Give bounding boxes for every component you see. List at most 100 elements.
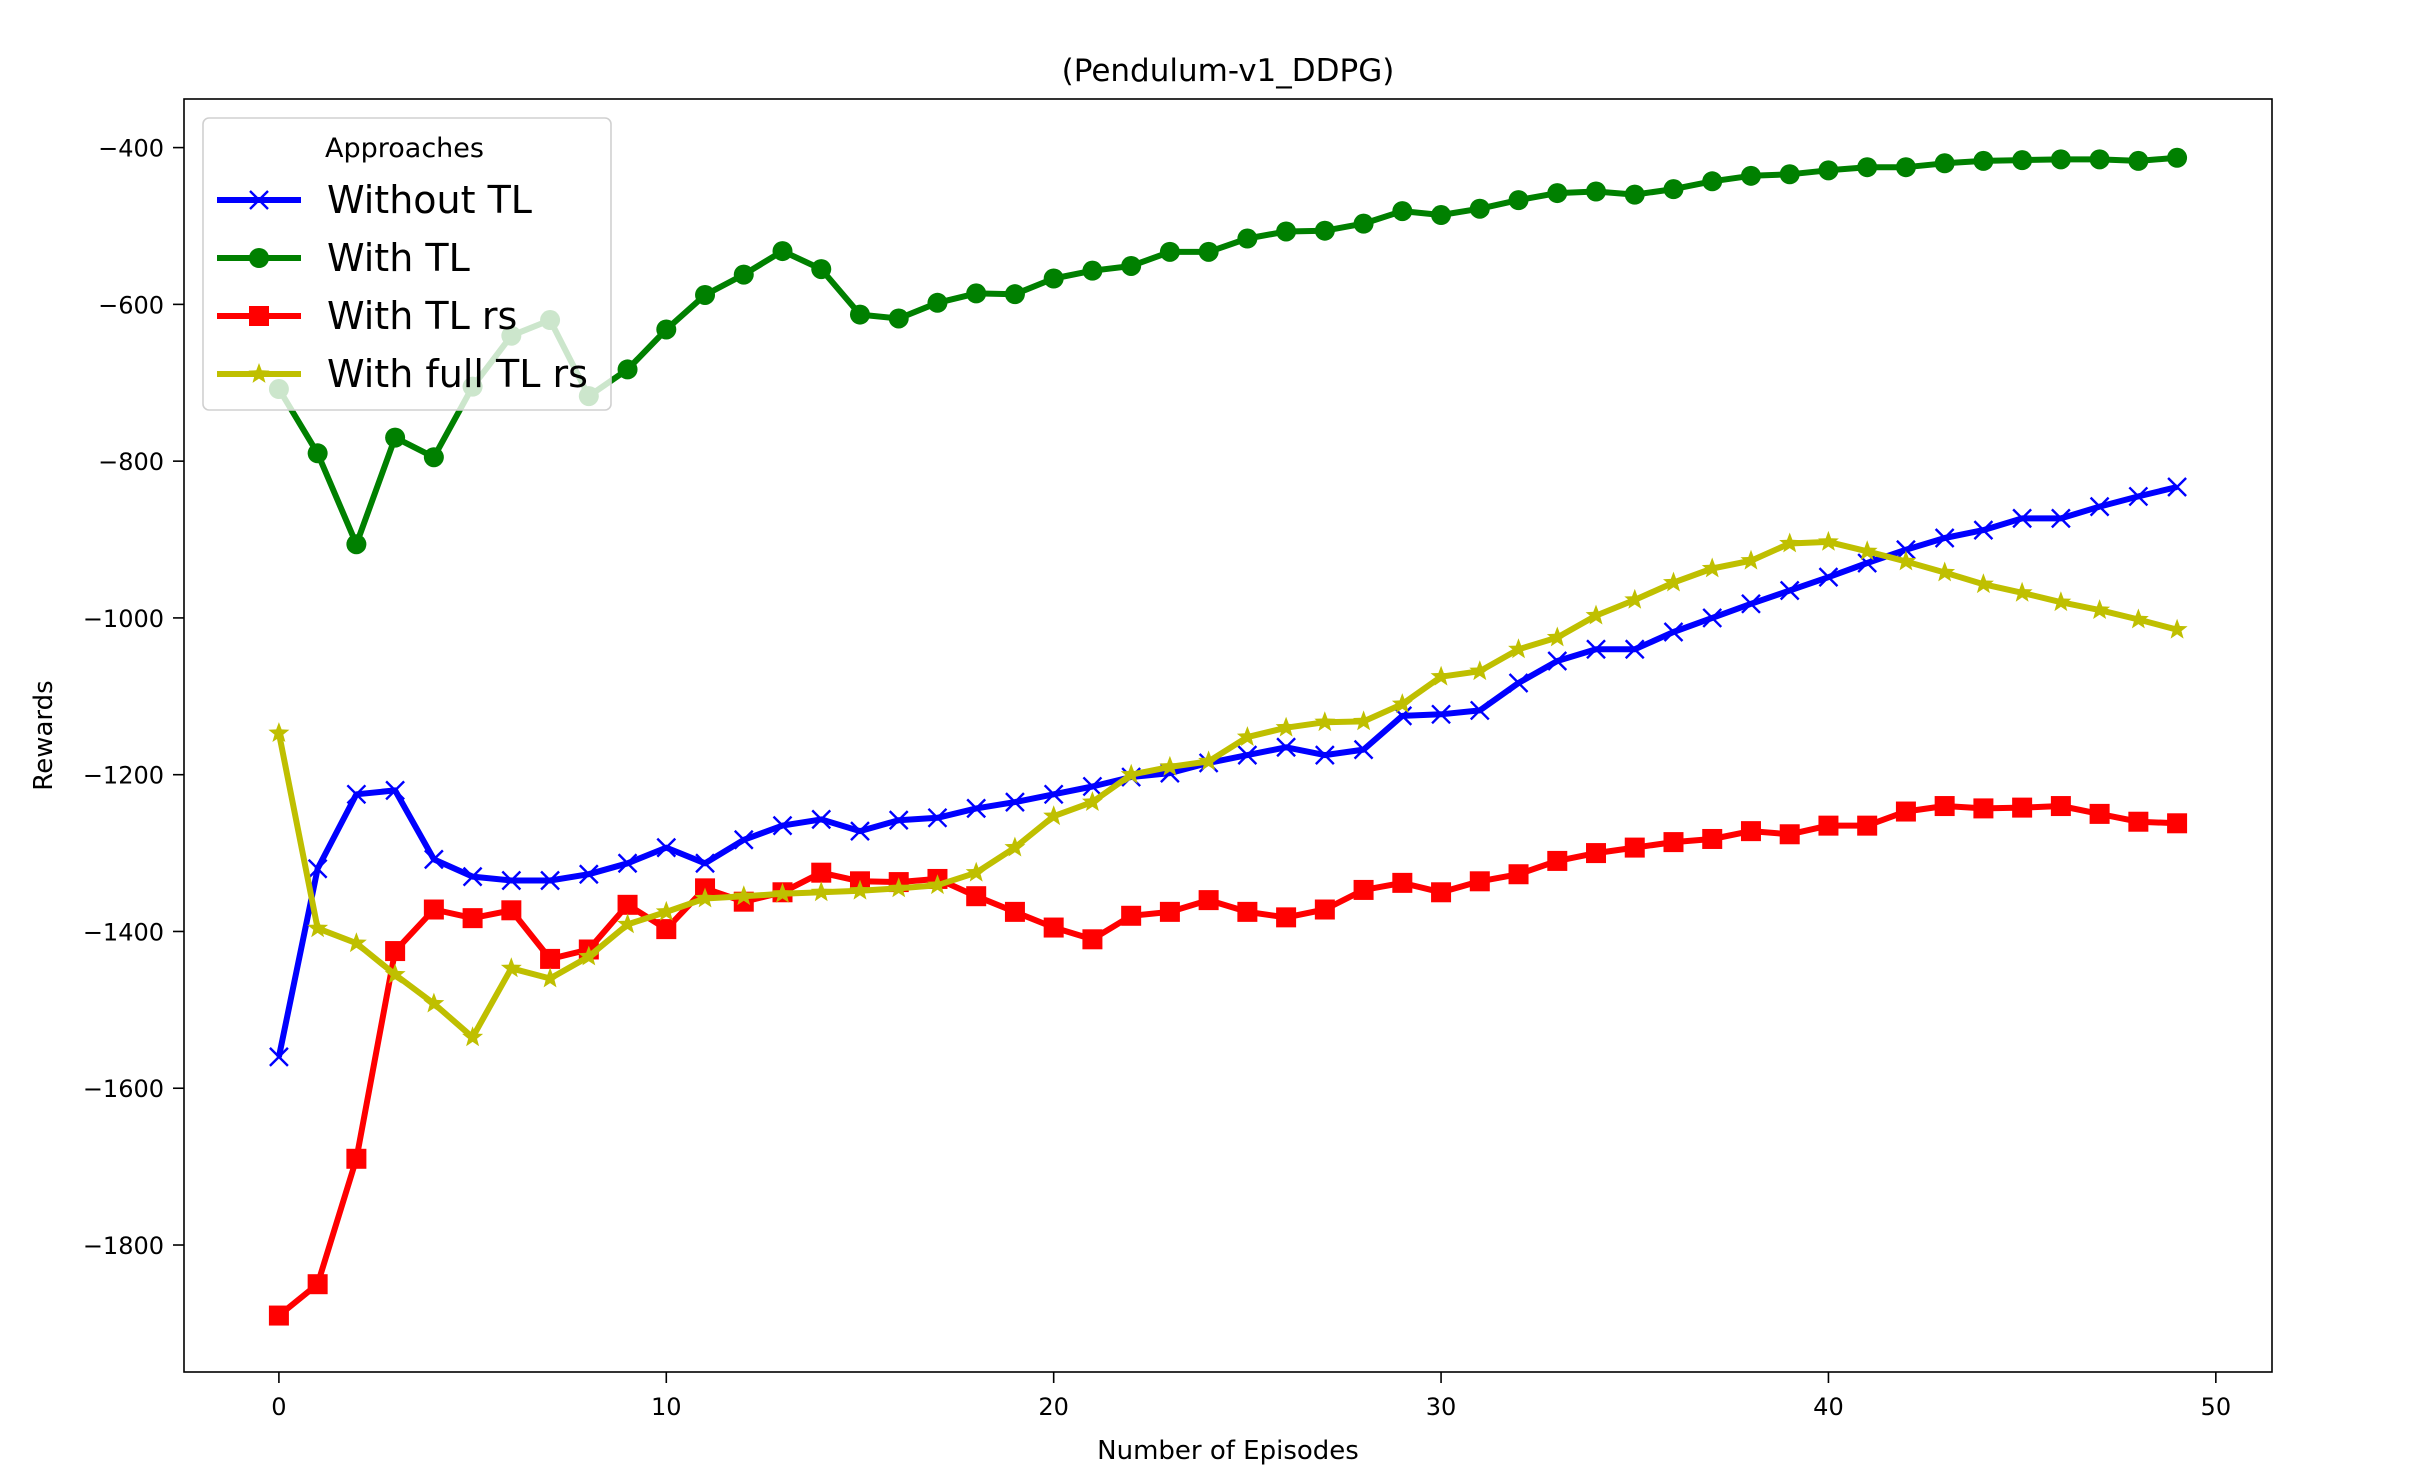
y-axis: −400 −600 −800 −1000 −1200 −1400 −1600 −1800	[83, 135, 184, 1260]
data-point	[385, 941, 406, 962]
data-point	[1431, 882, 1452, 903]
data-point	[462, 1026, 484, 1047]
data-point	[1121, 905, 1142, 926]
data-point	[307, 917, 329, 938]
legend-swatch-marker	[249, 190, 269, 210]
data-point	[346, 1148, 367, 1169]
data-point	[2012, 508, 2032, 529]
data-point	[1353, 213, 1374, 234]
data-point	[1934, 528, 1955, 548]
legend-title: Approaches	[325, 133, 484, 164]
data-point	[1276, 737, 1296, 758]
data-point	[1895, 157, 1916, 178]
data-point	[1469, 700, 1490, 721]
legend-swatch-marker	[248, 363, 270, 383]
data-point	[617, 894, 638, 915]
data-point	[1391, 693, 1413, 713]
data-point	[1895, 801, 1916, 822]
y-tick-label: −1400	[83, 918, 164, 946]
data-point	[1469, 660, 1491, 681]
data-point	[656, 837, 677, 858]
data-point	[2012, 150, 2033, 171]
data-point	[695, 853, 715, 874]
data-point	[1701, 557, 1723, 578]
data-point	[2050, 591, 2072, 612]
data-point	[695, 284, 716, 305]
data-point	[2089, 496, 2110, 517]
data-point	[2089, 803, 2110, 824]
data-point	[1043, 784, 1064, 805]
data-point	[2167, 147, 2188, 168]
y-tick-label: −800	[98, 448, 164, 476]
data-point	[1547, 651, 1568, 671]
x-tick-label: 20	[1038, 1393, 1069, 1421]
data-point	[1469, 198, 1490, 219]
plot-frame	[183, 98, 2273, 1373]
data-point	[849, 879, 871, 900]
data-point	[578, 945, 600, 966]
data-point	[1043, 917, 1064, 938]
x-tick-label: 50	[2201, 1393, 2232, 1421]
data-point	[1431, 205, 1452, 226]
y-tick-label: −600	[98, 291, 164, 319]
data-point	[811, 862, 832, 883]
data-point	[1198, 241, 1219, 262]
data-point	[617, 853, 638, 874]
data-point	[1043, 268, 1064, 289]
y-tick-label: −1800	[83, 1232, 164, 1260]
data-point	[733, 829, 754, 850]
legend-label: With TL	[327, 236, 470, 280]
data-point	[578, 864, 599, 885]
data-point	[1934, 561, 1956, 582]
data-point	[1972, 573, 1994, 594]
data-point	[1547, 850, 1568, 871]
legend-item: With full TL rs	[217, 352, 588, 396]
data-point	[268, 1305, 289, 1326]
data-point	[927, 292, 948, 313]
data-point	[307, 443, 328, 464]
data-point	[2012, 797, 2033, 818]
data-point	[384, 963, 406, 984]
data-point	[1082, 776, 1103, 797]
legend-item: With TL rs	[217, 294, 517, 338]
data-point	[1121, 255, 1142, 276]
data-point	[1236, 726, 1258, 746]
data-point	[2128, 811, 2149, 832]
x-tick-label: 30	[1426, 1393, 1457, 1421]
data-point	[927, 807, 948, 828]
data-point	[1857, 157, 1878, 178]
data-point	[539, 967, 561, 988]
data-point	[849, 304, 870, 325]
legend-swatch-marker	[249, 306, 269, 326]
data-point	[1973, 150, 1994, 171]
y-tick-label: −1200	[83, 762, 164, 790]
data-point	[462, 866, 483, 887]
data-point	[1276, 221, 1297, 242]
data-point	[888, 810, 909, 831]
data-point	[1624, 184, 1645, 205]
data-point	[694, 887, 716, 908]
data-point	[1702, 171, 1723, 192]
data-point	[1431, 704, 1451, 725]
data-point	[1392, 872, 1413, 893]
data-point	[307, 858, 328, 879]
data-point	[346, 784, 367, 805]
data-point	[1895, 550, 1917, 571]
data-point	[1934, 796, 1955, 817]
data-point	[1818, 530, 1839, 551]
y-tick-label: −1600	[83, 1075, 164, 1103]
data-point	[2011, 581, 2033, 602]
chart-title: (Pendulum-v1_DDPG)	[1062, 53, 1395, 89]
data-point	[1857, 815, 1878, 836]
data-point	[2050, 149, 2071, 170]
legend-label: With TL rs	[327, 294, 517, 338]
data-point	[1624, 837, 1645, 858]
data-point	[1741, 593, 1761, 614]
y-tick-label: −400	[98, 135, 164, 163]
data-point	[1508, 638, 1529, 659]
x-tick-label: 0	[271, 1393, 286, 1421]
data-point	[1857, 553, 1878, 573]
data-point	[1508, 673, 1529, 693]
data-point	[1663, 571, 1684, 592]
